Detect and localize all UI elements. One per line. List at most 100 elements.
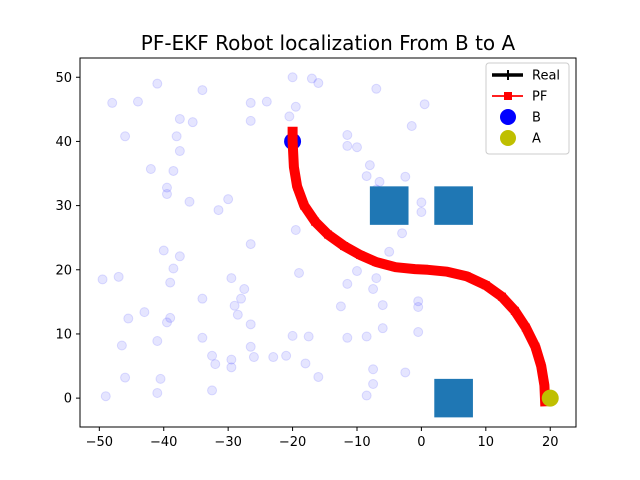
landmark-point bbox=[287, 330, 298, 341]
landmark-point bbox=[377, 323, 388, 334]
landmark-point bbox=[97, 274, 108, 285]
landmark-point bbox=[226, 354, 237, 365]
landmark-point bbox=[207, 385, 218, 396]
landmark-point bbox=[342, 140, 353, 151]
pf-path-marker bbox=[300, 201, 309, 210]
pf-path-marker bbox=[340, 242, 349, 251]
landmark-point bbox=[351, 266, 362, 277]
legend-label: A bbox=[532, 132, 541, 147]
landmark-point bbox=[371, 83, 382, 94]
landmark-point bbox=[290, 224, 301, 235]
landmark-point bbox=[287, 72, 298, 83]
pf-path-marker bbox=[510, 306, 519, 315]
landmark-point bbox=[171, 131, 182, 142]
landmark-point bbox=[223, 194, 234, 205]
landmark-point bbox=[377, 300, 388, 311]
landmark-point bbox=[174, 251, 185, 262]
landmark-point bbox=[361, 171, 372, 182]
landmark-point bbox=[132, 96, 143, 107]
pf-path-marker bbox=[289, 163, 298, 172]
legend-b-marker bbox=[500, 109, 516, 125]
y-tick-label: 50 bbox=[55, 71, 72, 86]
legend-label: Real bbox=[532, 69, 560, 84]
landmark-point bbox=[413, 296, 424, 307]
legend-label: B bbox=[532, 111, 541, 126]
landmark-point bbox=[161, 182, 172, 193]
landmark-point bbox=[335, 301, 346, 312]
landmark-point bbox=[152, 78, 163, 89]
landmark-point bbox=[174, 146, 185, 157]
landmark-point bbox=[368, 284, 379, 295]
landmark-point bbox=[120, 131, 131, 142]
landmark-point bbox=[342, 130, 353, 141]
landmark-point bbox=[400, 171, 411, 182]
landmark-point bbox=[361, 390, 372, 401]
landmark-point bbox=[268, 352, 279, 363]
landmark-point bbox=[152, 336, 163, 347]
legend-a-marker bbox=[500, 130, 516, 146]
pf-path-marker bbox=[324, 230, 332, 239]
landmark-point bbox=[245, 239, 256, 250]
landmark-point bbox=[236, 293, 247, 304]
pf-path-marker bbox=[462, 272, 471, 281]
landmark-point bbox=[187, 117, 198, 128]
pf-path-marker bbox=[372, 258, 381, 267]
landmark-point bbox=[245, 97, 256, 108]
landmark-point bbox=[294, 267, 305, 278]
landmark-point bbox=[245, 319, 256, 330]
landmark-point bbox=[368, 364, 379, 375]
landmark-point bbox=[384, 246, 395, 257]
landmark-point bbox=[168, 165, 179, 176]
landmark-point bbox=[145, 164, 156, 175]
landmark-point bbox=[416, 207, 427, 218]
pf-path-marker bbox=[531, 342, 540, 351]
landmark-point bbox=[239, 284, 250, 295]
x-tick-label: −30 bbox=[214, 435, 241, 450]
legend: Real PF BA bbox=[485, 62, 570, 155]
landmark-point bbox=[400, 367, 411, 378]
landmark-point bbox=[226, 273, 237, 284]
landmark-point bbox=[123, 313, 134, 324]
pf-path-marker bbox=[391, 263, 400, 272]
landmark-point bbox=[416, 197, 427, 208]
landmark-point bbox=[261, 96, 272, 107]
x-tick-label: −50 bbox=[86, 435, 113, 450]
pf-path-marker bbox=[443, 267, 452, 276]
landmark-point bbox=[139, 307, 150, 318]
landmark-point bbox=[351, 142, 362, 153]
x-tick-label: 20 bbox=[542, 435, 559, 450]
landmark-point bbox=[342, 278, 353, 289]
landmark-point bbox=[371, 273, 382, 284]
landmark-point bbox=[184, 196, 195, 207]
obstacle-box bbox=[434, 186, 473, 225]
x-tick-label: −20 bbox=[279, 435, 306, 450]
landmark-point bbox=[281, 350, 292, 361]
pf-path-marker bbox=[288, 137, 297, 146]
landmark-point bbox=[406, 121, 417, 132]
landmark-point bbox=[229, 300, 240, 311]
landmark-point bbox=[342, 332, 353, 343]
landmark-point bbox=[226, 362, 237, 373]
pf-path-marker bbox=[356, 251, 365, 260]
landmark-point bbox=[284, 111, 295, 122]
pf-path-marker bbox=[537, 362, 546, 371]
pf-path-marker bbox=[497, 292, 506, 301]
landmark-point bbox=[165, 277, 176, 288]
landmark-point bbox=[168, 263, 179, 274]
landmark-point bbox=[197, 85, 208, 96]
legend-label: PF bbox=[532, 90, 547, 105]
landmark-point bbox=[245, 341, 256, 352]
legend-pf-marker bbox=[504, 92, 512, 100]
landmark-point bbox=[161, 317, 172, 328]
landmark-point bbox=[300, 358, 311, 369]
pf-path-marker bbox=[521, 323, 530, 332]
axes-frame bbox=[79, 57, 577, 428]
landmark-point bbox=[197, 332, 208, 343]
landmark-point bbox=[213, 205, 224, 216]
y-tick-label: 30 bbox=[55, 199, 72, 214]
landmark-point bbox=[120, 372, 131, 383]
landmark-point bbox=[313, 371, 324, 382]
axis-ticks: −50 −40 −30 −20 −10 0 10 20 0 10 20 30 40 50 bbox=[55, 71, 558, 450]
landmark-point bbox=[155, 373, 166, 384]
